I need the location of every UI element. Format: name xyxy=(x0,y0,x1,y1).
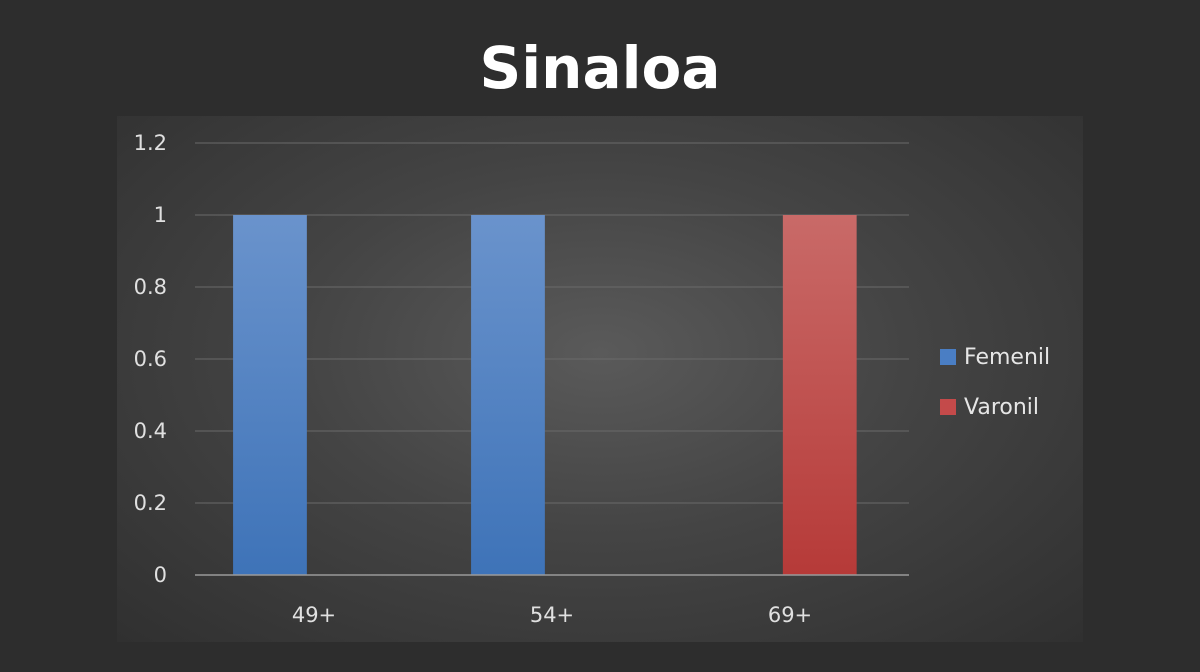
y-tick-label: 1.2 xyxy=(134,131,167,155)
y-tick-label: 0 xyxy=(154,563,167,587)
x-tick-label: 54+ xyxy=(530,603,574,627)
bar-varonil-69plus xyxy=(782,215,857,575)
legend: Femenil Varonil xyxy=(940,342,1050,442)
bar-femenil-54plus xyxy=(471,215,545,575)
bar-femenil-49plus xyxy=(233,215,307,575)
legend-swatch-varonil xyxy=(940,399,956,415)
y-tick-label: 0.8 xyxy=(134,275,167,299)
y-tick-label: 0.6 xyxy=(134,347,167,371)
chart-title: Sinaloa xyxy=(479,34,721,102)
y-tick-label: 1 xyxy=(154,203,167,227)
bar-chart: 0 0.2 0.4 0.6 0.8 1 1.2 49+ 54+ 69+ xyxy=(134,131,909,627)
x-tick-label: 69+ xyxy=(768,603,812,627)
legend-item-femenil: Femenil xyxy=(940,342,1050,372)
y-tick-label: 0.2 xyxy=(134,491,167,515)
legend-swatch-femenil xyxy=(940,349,956,365)
chart-panel: 0 0.2 0.4 0.6 0.8 1 1.2 49+ 54+ 69+ Femenil Varo… xyxy=(117,116,1083,642)
legend-item-varonil: Varonil xyxy=(940,392,1050,422)
x-tick-label: 49+ xyxy=(292,603,336,627)
legend-label-varonil: Varonil xyxy=(964,394,1040,420)
y-tick-label: 0.4 xyxy=(134,419,167,443)
legend-label-femenil: Femenil xyxy=(964,344,1051,370)
